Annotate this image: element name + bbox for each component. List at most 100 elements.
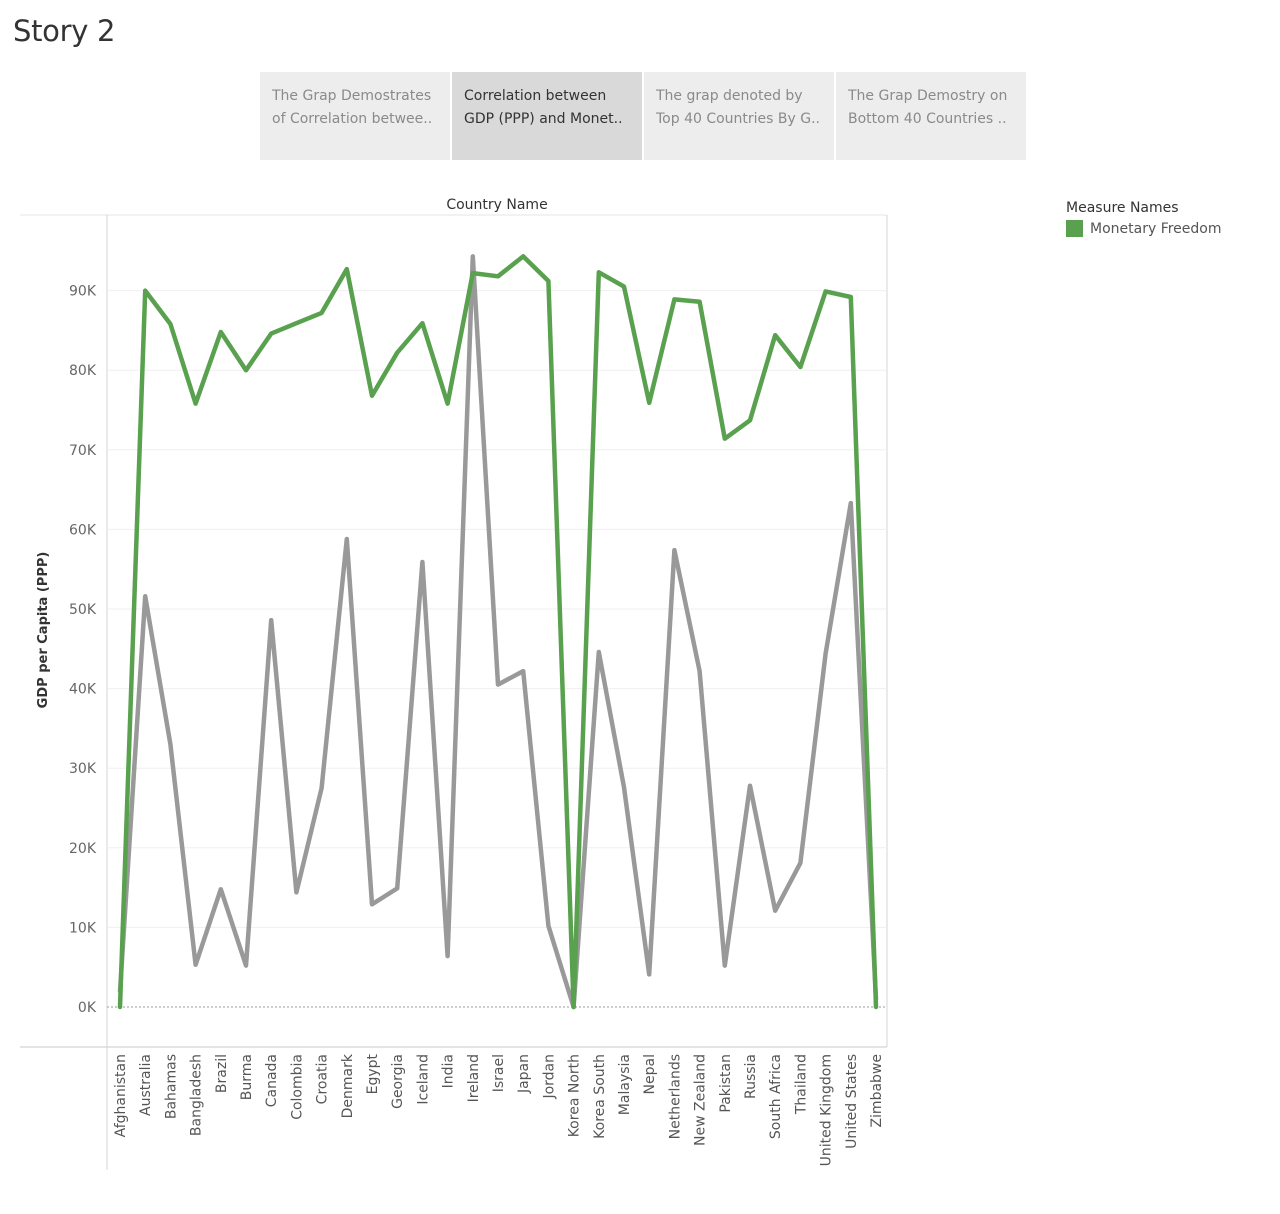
series-1-point <box>195 964 197 966</box>
x-tick-label: Korea South <box>592 1054 608 1139</box>
series-1-point <box>825 653 827 655</box>
series-1-point <box>346 538 348 540</box>
y-tick-label: 80K <box>69 363 97 379</box>
x-tick-label: Brazil <box>214 1054 230 1093</box>
story-point-3-line2: Top 40 Countries By G.. <box>656 111 821 127</box>
x-tick-label: Korea North <box>567 1054 583 1137</box>
story-point-1[interactable]: The Grap Demostrates of Correlation betw… <box>260 72 450 160</box>
series-1-point <box>522 670 524 672</box>
x-tick-label: Georgia <box>390 1054 406 1109</box>
story-point-2[interactable]: Correlation between GDP (PPP) and Monet.… <box>452 72 642 160</box>
y-axis-title: GDP per Capita (PPP) <box>36 552 51 709</box>
series-0-point <box>724 438 726 440</box>
series-1-point <box>472 255 474 257</box>
series-0-point <box>321 312 323 314</box>
x-tick-label: South Africa <box>768 1054 784 1139</box>
series-0-point <box>875 1006 877 1008</box>
series-0-point <box>346 268 348 270</box>
x-tick-label: Zimbabwe <box>869 1054 885 1128</box>
x-tick-label: Malaysia <box>617 1054 633 1115</box>
legend: Measure Names Monetary Freedom <box>1066 200 1222 237</box>
series-1-point <box>799 862 801 864</box>
y-tick-label: 60K <box>69 522 97 538</box>
series-1-point <box>673 549 675 551</box>
series-1-point <box>396 887 398 889</box>
x-tick-label: India <box>441 1054 457 1088</box>
series-1-point <box>220 888 222 890</box>
y-tick-label: 20K <box>69 841 97 857</box>
legend-swatch <box>1066 220 1083 237</box>
series-0-point <box>699 301 701 303</box>
story-point-3-line1: The grap denoted by <box>656 88 803 104</box>
y-tick-label: 70K <box>69 443 97 459</box>
series-1-point <box>774 910 776 912</box>
x-tick-label: Israel <box>491 1054 507 1092</box>
story-point-3[interactable]: The grap denoted by Top 40 Countries By … <box>644 72 834 160</box>
x-tick-label: Burma <box>239 1054 255 1100</box>
series-0-point <box>245 369 247 371</box>
series-0-point <box>573 1006 575 1008</box>
legend-item-monetary-freedom[interactable]: Monetary Freedom <box>1066 220 1222 237</box>
x-tick-label: Japan <box>516 1054 532 1094</box>
x-tick-label: Jordan <box>541 1054 557 1100</box>
series-1-point <box>497 684 499 686</box>
series-0-point <box>497 275 499 277</box>
story-point-4-line1: The Grap Demostry on <box>848 88 1008 104</box>
series-0-point <box>648 402 650 404</box>
x-tick-label: Denmark <box>340 1053 356 1118</box>
series-1-point <box>321 787 323 789</box>
story-point-1-line2: of Correlation betwee.. <box>272 111 433 127</box>
series-1-point <box>447 955 449 957</box>
x-tick-label: Ireland <box>466 1054 482 1102</box>
series-0-point <box>825 290 827 292</box>
series-1-point <box>749 785 751 787</box>
series-1-point <box>421 561 423 563</box>
series-0-point <box>169 323 171 325</box>
series-0-point <box>547 280 549 282</box>
x-tick-label: Australia <box>138 1054 154 1116</box>
series-0-point <box>295 322 297 324</box>
story-point-2-line1: Correlation between <box>464 88 607 104</box>
x-tick-label: Croatia <box>315 1054 331 1104</box>
series-0-point <box>774 334 776 336</box>
story-navigator: The Grap Demostrates of Correlation betw… <box>260 72 1026 160</box>
series-0-point <box>472 272 474 274</box>
series-0-point <box>749 419 751 421</box>
x-tick-label: Bahamas <box>163 1054 179 1119</box>
series-1-point <box>850 502 852 504</box>
series-0-point <box>195 403 197 405</box>
x-tick-label: Iceland <box>415 1054 431 1105</box>
x-tick-label: Bangladesh <box>189 1054 205 1136</box>
story-point-1-line1: The Grap Demostrates <box>272 88 432 104</box>
series-0-point <box>371 395 373 397</box>
x-tick-label: United Kingdom <box>819 1054 835 1166</box>
series-1-point <box>623 786 625 788</box>
x-tick-label: Thailand <box>793 1054 809 1115</box>
series-1-point <box>144 595 146 597</box>
series-1-point <box>648 973 650 975</box>
series-1-point <box>598 651 600 653</box>
series-0-point <box>144 290 146 292</box>
series-0-point <box>447 403 449 405</box>
legend-item-label: Monetary Freedom <box>1090 220 1222 237</box>
story-point-4[interactable]: The Grap Demostry on Bottom 40 Countries… <box>836 72 1026 160</box>
series-1-point <box>547 925 549 927</box>
series-0-point <box>799 366 801 368</box>
x-tick-label: Canada <box>264 1054 280 1107</box>
series-1-point <box>724 965 726 967</box>
series-1-point <box>270 619 272 621</box>
series-0-point <box>522 255 524 257</box>
y-tick-label: 40K <box>69 682 97 698</box>
chart-header: Country Name <box>446 197 547 213</box>
x-tick-label: Colombia <box>289 1054 305 1120</box>
series-1-point <box>169 743 171 745</box>
series-1-point <box>371 903 373 905</box>
story-point-4-line2: Bottom 40 Countries .. <box>848 111 1007 127</box>
story-title: Story 2 <box>13 14 116 48</box>
y-tick-label: 0K <box>78 1000 97 1016</box>
series-0-point <box>396 352 398 354</box>
series-0-point <box>421 322 423 324</box>
series-1-point <box>245 965 247 967</box>
series-0-point <box>850 296 852 298</box>
